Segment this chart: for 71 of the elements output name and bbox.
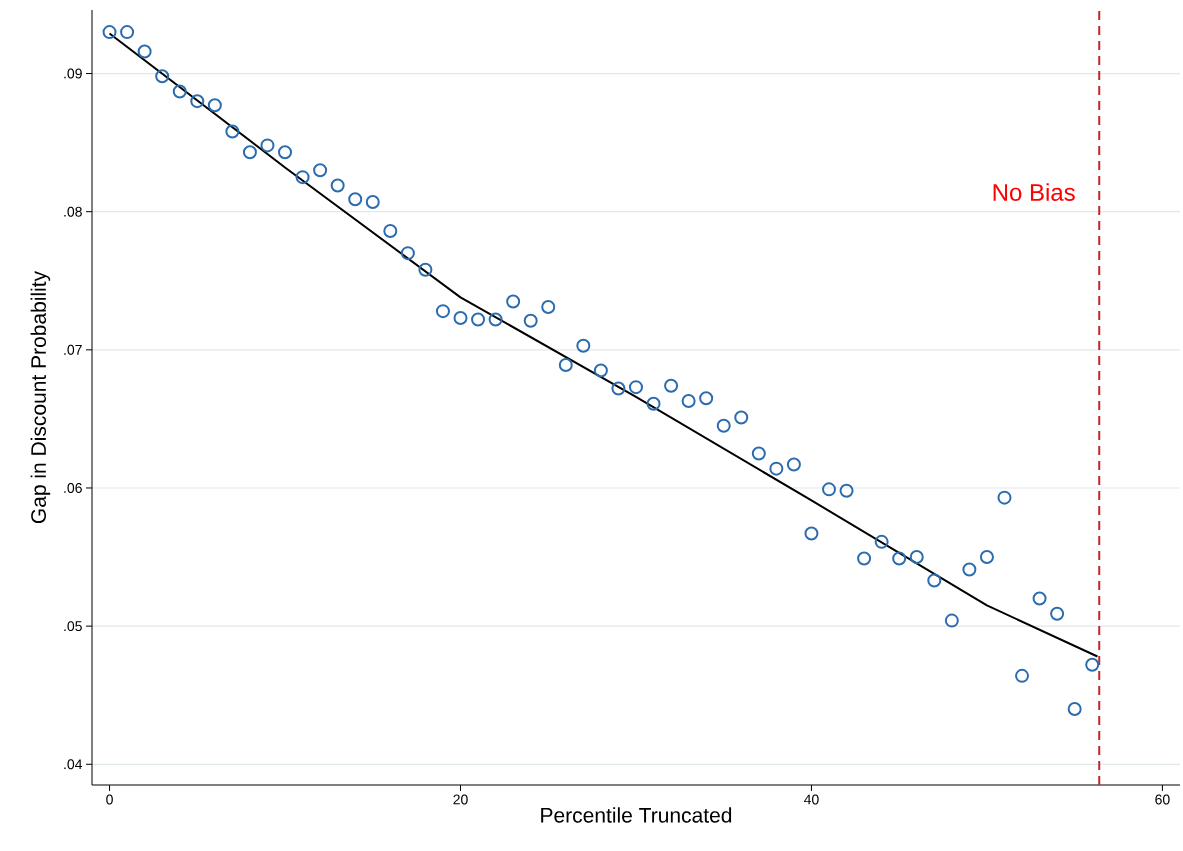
point [1015, 668, 1030, 683]
x-tick-label: 0 [106, 794, 113, 805]
point [593, 363, 608, 378]
x-tick-label: 20 [453, 794, 468, 805]
point [207, 98, 222, 113]
point [365, 195, 380, 210]
point [874, 534, 889, 549]
point [313, 163, 328, 178]
point [225, 124, 240, 139]
ref-line-label: No Bias [993, 183, 1075, 201]
point [822, 482, 836, 497]
y-tick-label: .07 [64, 344, 82, 355]
point [769, 461, 784, 476]
y-axis-title: Gap in Discount Probability [30, 270, 51, 524]
point [172, 84, 187, 99]
point [909, 550, 924, 565]
point [1067, 702, 1082, 717]
point [979, 550, 994, 565]
point [927, 573, 942, 588]
y-tick-label: .05 [64, 621, 82, 632]
point [962, 562, 977, 577]
point [786, 457, 801, 472]
point [892, 551, 907, 566]
x-tick-label: 40 [804, 794, 819, 805]
point [330, 178, 345, 193]
x-tick-label: 60 [1155, 794, 1170, 805]
point [102, 25, 117, 40]
point [576, 338, 591, 353]
point [260, 138, 275, 153]
y-tick-label: .04 [64, 759, 83, 770]
point [137, 44, 152, 59]
point [716, 418, 731, 433]
point [944, 613, 959, 628]
point [558, 358, 573, 373]
point [541, 300, 556, 315]
point [400, 246, 415, 261]
point [523, 313, 538, 328]
point [839, 483, 854, 498]
point [857, 551, 872, 566]
line-series [108, 32, 1099, 658]
point [681, 393, 696, 408]
point [348, 192, 363, 207]
point [628, 380, 643, 395]
point [699, 391, 714, 406]
point [488, 312, 503, 327]
point [734, 410, 749, 425]
point [804, 526, 819, 541]
point [278, 145, 293, 160]
point [190, 94, 205, 109]
point [435, 304, 450, 319]
y-tick-label: .08 [64, 206, 82, 217]
point [646, 396, 661, 411]
x-axis-title: Percentile Truncated [541, 807, 732, 823]
point [611, 381, 626, 396]
y-tick-label: .09 [64, 68, 82, 79]
point [155, 69, 170, 84]
y-tick-label: .06 [64, 483, 82, 493]
point [418, 262, 433, 277]
point [506, 294, 521, 309]
point [1085, 657, 1100, 672]
point [664, 378, 679, 393]
point [383, 224, 398, 239]
point [453, 311, 468, 326]
point [1050, 606, 1065, 621]
point [471, 312, 486, 327]
point [997, 490, 1012, 505]
point [1032, 591, 1047, 606]
point [120, 25, 135, 40]
point [751, 446, 766, 461]
point [295, 170, 310, 185]
point [242, 145, 257, 160]
